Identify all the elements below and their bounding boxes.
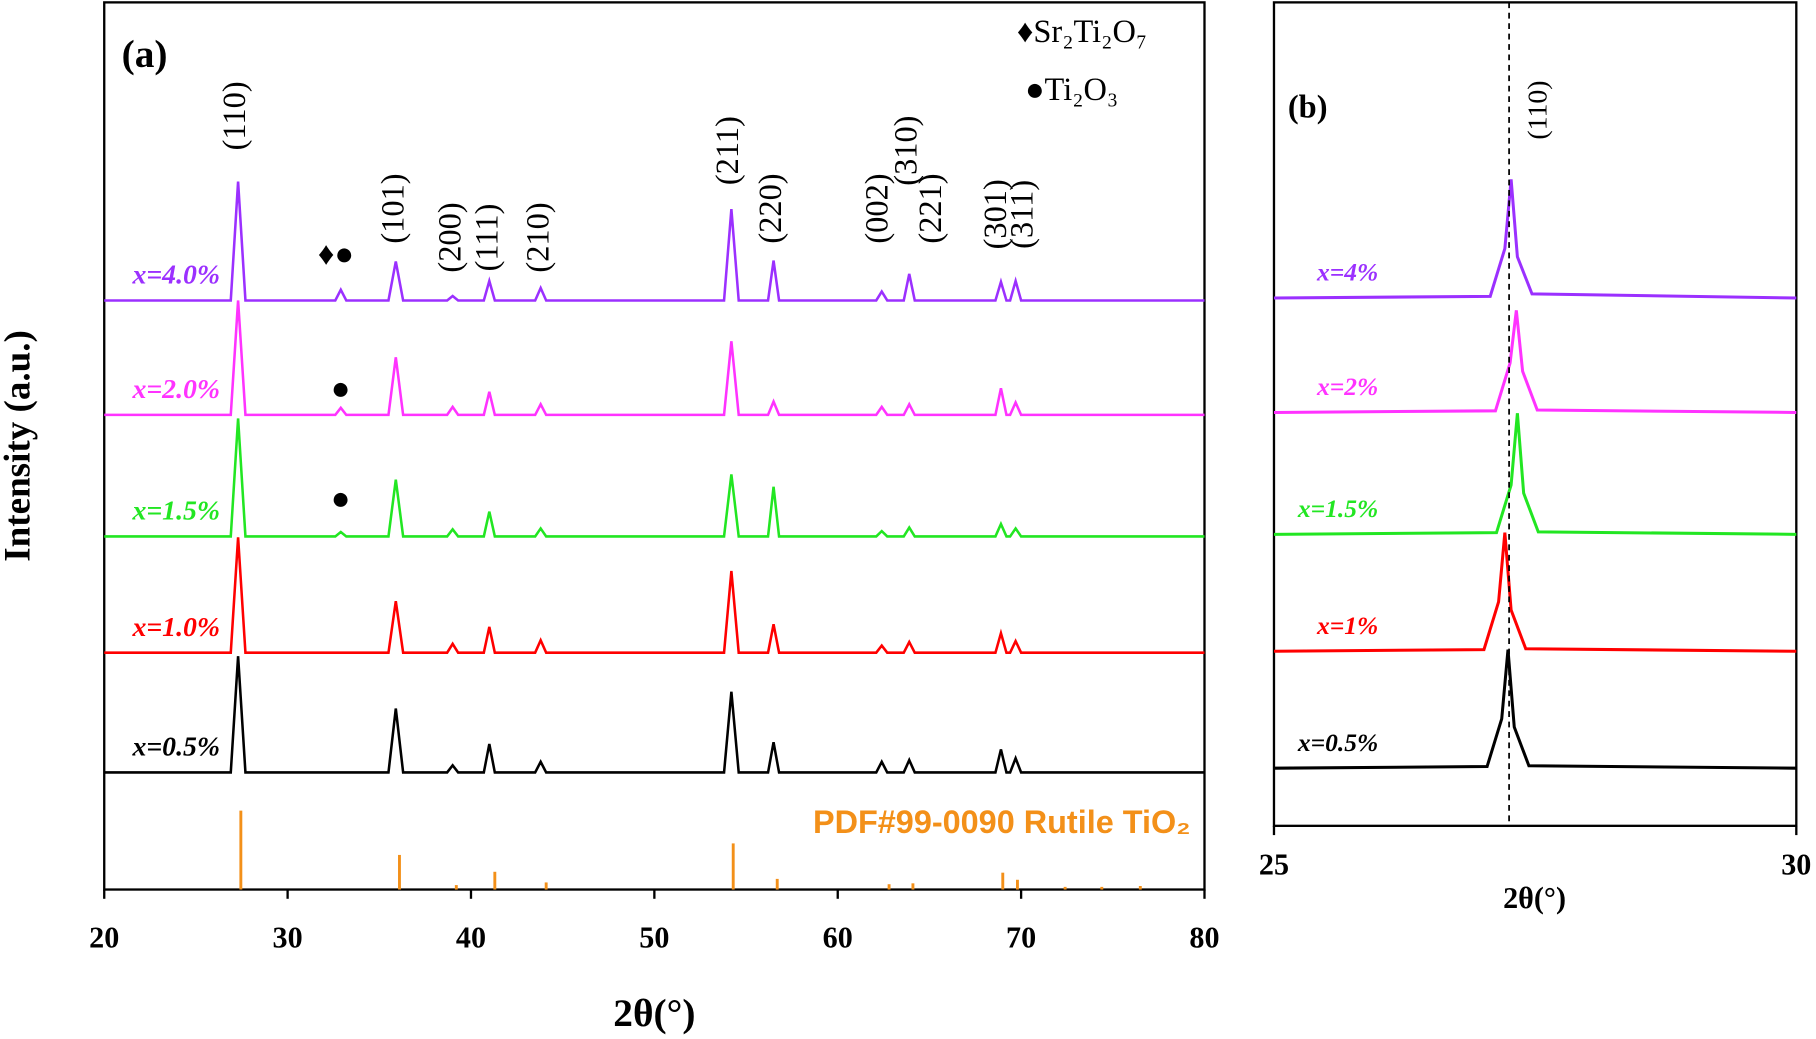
panel-title: (b) [1288,90,1328,126]
peak-label: (220) [753,173,789,243]
peak-label: (200) [432,202,468,272]
peak-label: (110) [217,81,253,150]
peak-label: (210) [520,202,556,272]
x-tick-label: 60 [823,920,853,954]
series-label: x=0.5% [131,732,220,763]
series-label: x=0.5% [1297,728,1378,757]
peak-label: (002) [860,173,896,243]
peak-label: (211) [710,116,746,185]
xrd-line [1273,310,1797,414]
panel-title: (a) [122,32,168,76]
xrd-line [104,181,1205,302]
x-axis-label: 2θ(°) [1503,881,1566,915]
series-label: x=1% [1316,611,1378,640]
x-axis-label: 2θ(°) [613,991,695,1035]
series-label: x=1.5% [1297,494,1378,523]
phase-legend: ●Ti₂O₃ [1025,72,1118,108]
peak-label: (310) [889,116,925,186]
phase-legend: ♦Sr₂Ti₂O₇ [1017,14,1147,50]
x-tick-label: 20 [89,920,119,954]
y-axis-label: Intensity (a.u.) [0,330,38,562]
x-tick-label: 50 [639,920,669,954]
series-label: x=4.0% [131,260,220,291]
xrd-line [104,656,1205,774]
xrd-line [104,418,1205,538]
peak-label: (111) [469,204,505,272]
peak-label: (311) [1004,180,1040,249]
xrd-line [1273,532,1797,653]
series-label: x=2.0% [131,374,220,405]
x-tick-label: 70 [1006,920,1036,954]
xrd-line [104,537,1205,654]
x-tick-label: 80 [1189,920,1219,954]
x-tick-label: 30 [273,920,303,954]
xrd-line [104,300,1205,417]
plot-frame [1272,1,1798,827]
peak-label: (301) [978,179,1014,249]
x-tick-label: 30 [1781,847,1811,881]
peak-label: (110) [1523,81,1554,140]
xrd-line [1273,413,1797,536]
x-tick-label: 40 [456,920,486,954]
peak-label: (101) [376,173,412,243]
plot-frame [103,1,1206,891]
series-label: x=2% [1316,372,1378,401]
x-tick-label: 25 [1259,847,1289,881]
phase-marker: ● [331,371,351,407]
xrd-line [1273,649,1797,770]
xrd-line [1273,179,1797,300]
series-label: x=1.5% [131,496,220,527]
peak-label: (221) [913,173,949,243]
series-label: x=1.0% [131,612,220,643]
series-label: x=4% [1316,258,1378,287]
phase-marker: ● [331,481,351,517]
phase-marker: ♦● [318,237,354,273]
reference-label: PDF#99-0090 Rutile TiO₂ [813,804,1191,840]
